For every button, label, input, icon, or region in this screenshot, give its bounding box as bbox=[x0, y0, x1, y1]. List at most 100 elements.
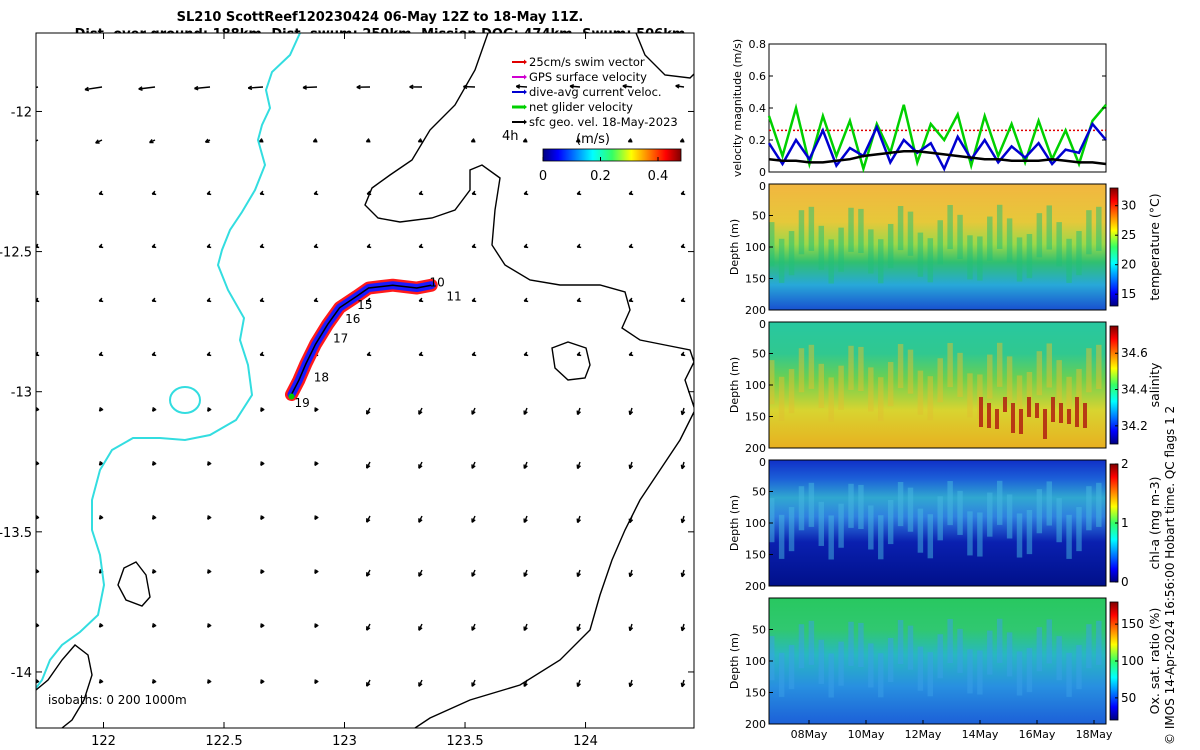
current-vector bbox=[36, 351, 40, 357]
current-vector bbox=[206, 190, 212, 196]
colorbar-tick-label: 50 bbox=[1121, 691, 1136, 705]
current-vector bbox=[627, 138, 633, 143]
track-label: 15 bbox=[357, 298, 372, 312]
current-vector bbox=[418, 190, 424, 196]
current-vector bbox=[366, 407, 371, 415]
current-vector bbox=[471, 569, 476, 577]
current-vector bbox=[366, 569, 371, 577]
current-vector bbox=[260, 679, 265, 684]
map-axis-ticks: 122 122.5 123 123.5 124 -12 -12.5 -13 -13.5 -14 bbox=[0, 33, 694, 749]
current-vector bbox=[622, 83, 633, 89]
heatmap-texture bbox=[769, 204, 1102, 284]
current-vector bbox=[628, 297, 634, 303]
current-vector bbox=[138, 86, 156, 91]
colorbar-tick-label: 0 bbox=[1121, 575, 1129, 589]
depth-axis-label: Depth (m) bbox=[728, 495, 741, 551]
current-vector bbox=[302, 85, 318, 90]
current-vector bbox=[98, 190, 104, 196]
colorbar-label: chl-a (mg m-3) bbox=[1147, 477, 1162, 570]
coastline-0m bbox=[36, 33, 301, 689]
current-vector bbox=[523, 515, 528, 524]
current-vector bbox=[471, 243, 477, 249]
depth-tick-label: 150 bbox=[745, 549, 766, 562]
current-vector bbox=[98, 461, 104, 466]
map-x-tick-label: 124 bbox=[573, 734, 598, 749]
current-vector bbox=[680, 243, 686, 249]
current-vector bbox=[314, 623, 319, 629]
current-vector bbox=[366, 297, 372, 303]
legend-label: 25cm/s swim vector bbox=[529, 55, 645, 69]
heatmap-texture bbox=[769, 618, 1102, 698]
current-vector bbox=[418, 407, 423, 415]
colorbar-label: temperature (°C) bbox=[1147, 193, 1162, 300]
depth-tick-label: 200 bbox=[745, 580, 766, 593]
velocity-y-tick-label: 0.4 bbox=[749, 102, 767, 115]
colorbar-label: Ox. sat. ratio (%) bbox=[1147, 608, 1162, 715]
current-vector bbox=[366, 623, 371, 631]
date-tick-label: 08May bbox=[791, 728, 828, 741]
track-end-marker bbox=[288, 393, 295, 400]
map-y-tick-label: -14 bbox=[11, 666, 32, 681]
legend-entry: GPS surface velocity bbox=[512, 70, 647, 84]
current-vector bbox=[151, 243, 157, 249]
current-vector bbox=[207, 407, 212, 412]
track-line bbox=[290, 284, 432, 395]
current-vector bbox=[576, 461, 581, 470]
current-vector bbox=[98, 243, 104, 249]
current-vector bbox=[313, 297, 319, 303]
current-vector bbox=[471, 623, 476, 631]
current-vectors bbox=[36, 83, 686, 688]
heatmap-texture bbox=[769, 342, 1102, 439]
track-label: 11 bbox=[446, 289, 461, 303]
map-x-tick-label: 123 bbox=[332, 734, 357, 749]
map-panel: 122 122.5 123 123.5 124 -12 -12.5 -13 -13.5 -14 2… bbox=[0, 32, 695, 749]
current-vector bbox=[259, 351, 265, 357]
current-vector bbox=[628, 407, 634, 416]
colorbar-tick-label: 0 bbox=[539, 169, 547, 184]
current-vector bbox=[95, 139, 103, 144]
current-vector bbox=[576, 569, 581, 578]
current-vector bbox=[471, 190, 477, 196]
current-vector bbox=[523, 297, 529, 303]
depth-tick-label: 50 bbox=[752, 624, 766, 637]
current-vector bbox=[576, 623, 581, 632]
current-vector bbox=[312, 138, 318, 143]
island-outline bbox=[169, 386, 201, 414]
current-vector bbox=[98, 351, 104, 357]
current-vector bbox=[679, 138, 685, 143]
current-vector bbox=[680, 351, 686, 357]
current-vector bbox=[523, 351, 529, 357]
current-vector bbox=[314, 679, 319, 685]
colorbar-tick-label: 34.2 bbox=[1121, 419, 1148, 433]
legend-label: net glider velocity bbox=[529, 100, 633, 114]
current-vector bbox=[314, 461, 319, 467]
current-vector bbox=[259, 190, 265, 196]
current-vector bbox=[418, 569, 423, 577]
current-vector bbox=[313, 243, 319, 249]
current-vector bbox=[628, 243, 634, 249]
current-vector bbox=[418, 297, 424, 303]
depth-tick-label: 0 bbox=[759, 180, 766, 193]
current-vector bbox=[36, 190, 40, 196]
colorbar-tick-label: 2 bbox=[1121, 457, 1129, 471]
colorbar-tick-label: 34.6 bbox=[1121, 346, 1148, 360]
current-vector bbox=[314, 407, 319, 413]
profile-panel: 0 50 100 150 200 Depth (m) 0 1 2 chl-a (mg m-3) bbox=[728, 456, 1162, 593]
current-vector bbox=[151, 515, 157, 520]
depth-axis-label: Depth (m) bbox=[728, 633, 741, 689]
current-vector bbox=[418, 679, 423, 687]
depth-tick-label: 100 bbox=[745, 655, 766, 668]
depth-tick-label: 0 bbox=[759, 456, 766, 469]
current-vector bbox=[523, 407, 528, 416]
current-vector bbox=[151, 461, 157, 466]
current-vector bbox=[418, 515, 423, 523]
current-vector bbox=[260, 461, 265, 466]
current-vector bbox=[575, 138, 581, 143]
current-vector bbox=[194, 85, 211, 91]
colorbar-tick-label: 34.4 bbox=[1121, 383, 1148, 397]
date-tick-label: 10May bbox=[848, 728, 885, 741]
current-vector bbox=[680, 407, 686, 416]
colorbar-tick-label: 30 bbox=[1121, 199, 1136, 213]
